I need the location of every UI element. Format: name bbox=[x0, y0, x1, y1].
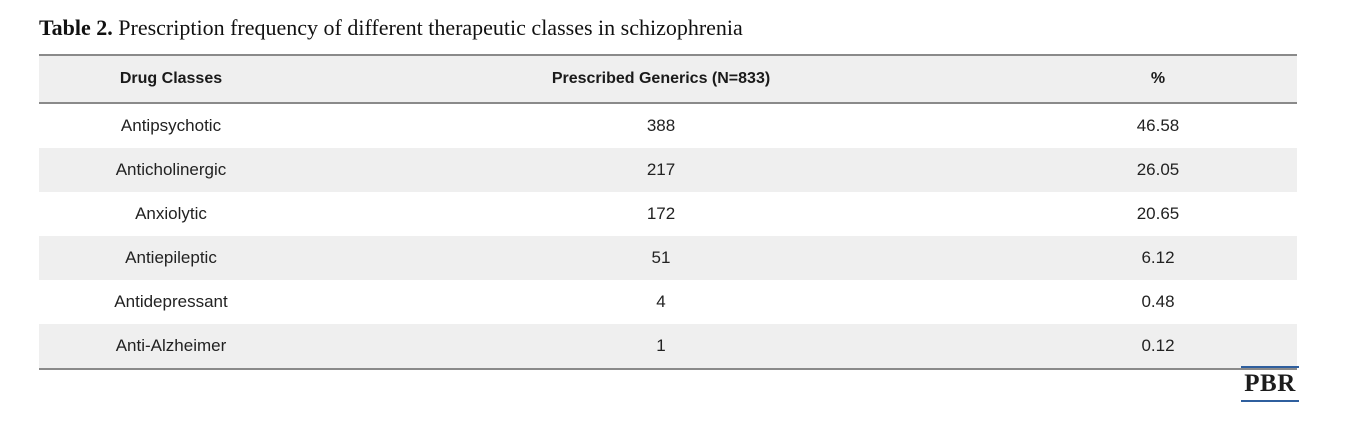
table-header-row: Drug Classes Prescribed Generics (N=833)… bbox=[39, 56, 1297, 102]
table-top-rule bbox=[39, 54, 1297, 56]
table-caption: Table 2. Prescription frequency of diffe… bbox=[39, 13, 743, 43]
table-row: Anticholinergic 217 26.05 bbox=[39, 148, 1297, 192]
caption-text: Prescription frequency of different ther… bbox=[118, 15, 743, 40]
generics-count-cell: 388 bbox=[646, 116, 676, 135]
header-prescribed-generics: Prescribed Generics (N=833) bbox=[551, 70, 771, 87]
logo-top-bar bbox=[1241, 366, 1299, 368]
logo-text: PBR bbox=[1244, 370, 1296, 397]
drug-class-cell: Antiepileptic bbox=[125, 248, 217, 267]
generics-count-cell: 1 bbox=[656, 336, 666, 355]
percent-cell: 20.65 bbox=[1136, 204, 1180, 223]
table-header-rule bbox=[39, 102, 1297, 104]
table-row: Anti-Alzheimer 1 0.12 bbox=[39, 324, 1297, 368]
percent-cell: 46.58 bbox=[1136, 116, 1180, 135]
generics-count-cell: 4 bbox=[656, 292, 666, 311]
table-row: Antiepileptic 51 6.12 bbox=[39, 236, 1297, 280]
drug-class-cell: Antidepressant bbox=[114, 292, 228, 311]
header-drug-classes: Drug Classes bbox=[119, 70, 223, 87]
pbr-logo: PBR bbox=[1241, 366, 1299, 404]
header-percent: % bbox=[1150, 70, 1166, 87]
drug-class-cell: Anti-Alzheimer bbox=[115, 336, 227, 355]
percent-cell: 6.12 bbox=[1141, 248, 1175, 267]
caption-label: Table 2. bbox=[39, 15, 113, 40]
table-row: Antipsychotic 388 46.58 bbox=[39, 104, 1297, 148]
percent-cell: 0.48 bbox=[1141, 292, 1175, 311]
generics-count-cell: 51 bbox=[651, 248, 671, 267]
table-row: Anxiolytic 172 20.65 bbox=[39, 192, 1297, 236]
generics-count-cell: 172 bbox=[646, 204, 676, 223]
drug-class-cell: Anxiolytic bbox=[135, 204, 207, 223]
percent-cell: 0.12 bbox=[1141, 336, 1175, 355]
table-bottom-rule bbox=[39, 368, 1297, 370]
logo-bottom-bar bbox=[1241, 400, 1299, 402]
percent-cell: 26.05 bbox=[1136, 160, 1180, 179]
data-table: Drug Classes Prescribed Generics (N=833)… bbox=[39, 54, 1297, 370]
drug-class-cell: Anticholinergic bbox=[115, 160, 227, 179]
drug-class-cell: Antipsychotic bbox=[120, 116, 222, 135]
table-row: Antidepressant 4 0.48 bbox=[39, 280, 1297, 324]
generics-count-cell: 217 bbox=[646, 160, 676, 179]
